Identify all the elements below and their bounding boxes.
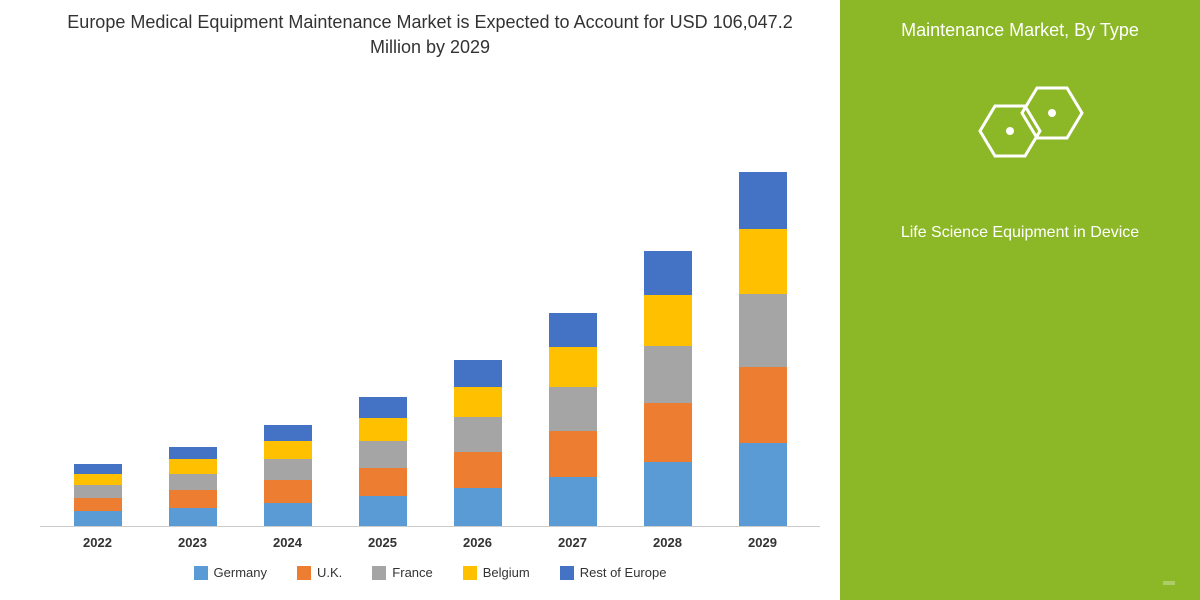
bar-group <box>258 425 318 526</box>
bar-segment <box>644 462 692 526</box>
legend-swatch <box>194 566 208 580</box>
legend-label: France <box>392 565 432 580</box>
legend-item: U.K. <box>297 565 342 580</box>
bar-segment <box>359 418 407 441</box>
hexagon-icon <box>950 71 1090 196</box>
legend-item: Germany <box>194 565 267 580</box>
bar-group <box>733 172 793 526</box>
bar-segment <box>739 294 787 367</box>
bar-stack <box>264 425 312 526</box>
bar-segment <box>264 503 312 526</box>
bar-segment <box>74 464 122 474</box>
bar-segment <box>644 251 692 295</box>
legend-item: France <box>372 565 432 580</box>
x-axis-label: 2029 <box>733 535 793 550</box>
legend-item: Belgium <box>463 565 530 580</box>
bar-stack <box>359 397 407 526</box>
legend-swatch <box>463 566 477 580</box>
footer-logo <box>1163 581 1175 585</box>
bar-segment <box>264 480 312 502</box>
x-axis-label: 2026 <box>448 535 508 550</box>
bar-stack <box>454 360 502 526</box>
bar-segment <box>644 346 692 403</box>
bar-segment <box>549 387 597 431</box>
legend-swatch <box>297 566 311 580</box>
bar-segment <box>74 474 122 485</box>
bar-segment <box>359 441 407 468</box>
bar-group <box>163 447 223 526</box>
bar-segment <box>74 511 122 526</box>
x-axis-label: 2025 <box>353 535 413 550</box>
bar-segment <box>454 387 502 418</box>
bar-segment <box>549 477 597 526</box>
bar-group <box>543 313 603 526</box>
bar-stack <box>739 172 787 526</box>
bar-segment <box>644 295 692 346</box>
bar-segment <box>454 360 502 387</box>
legend-label: Germany <box>214 565 267 580</box>
legend-item: Rest of Europe <box>560 565 667 580</box>
chart-area <box>40 80 820 527</box>
bar-segment <box>169 508 217 527</box>
legend-swatch <box>560 566 574 580</box>
bar-stack <box>74 464 122 526</box>
bar-segment <box>359 468 407 496</box>
side-panel-title: Maintenance Market, By Type <box>901 20 1139 41</box>
bar-segment <box>644 403 692 462</box>
chart-title: Europe Medical Equipment Maintenance Mar… <box>40 10 820 60</box>
bar-segment <box>169 490 217 507</box>
bar-segment <box>739 229 787 294</box>
side-panel-subtitle: Life Science Equipment in Device <box>901 221 1139 245</box>
bar-stack <box>644 251 692 526</box>
bar-segment <box>549 313 597 348</box>
legend-swatch <box>372 566 386 580</box>
bar-segment <box>169 447 217 459</box>
side-panel: Maintenance Market, By Type Life Science… <box>840 0 1200 600</box>
bar-segment <box>74 485 122 497</box>
bar-segment <box>264 441 312 460</box>
bar-segment <box>739 443 787 526</box>
bar-segment <box>264 425 312 441</box>
x-axis-labels: 2022 2023 2024 2025 2026 2027 2028 2029 <box>40 527 820 550</box>
bar-segment <box>74 498 122 512</box>
bar-stack <box>549 313 597 526</box>
bar-group <box>448 360 508 526</box>
bar-segment <box>454 452 502 488</box>
bar-segment <box>454 417 502 452</box>
bar-stack <box>169 447 217 526</box>
legend-label: Belgium <box>483 565 530 580</box>
bar-segment <box>359 496 407 526</box>
x-axis-label: 2024 <box>258 535 318 550</box>
bar-segment <box>739 172 787 229</box>
bar-segment <box>264 459 312 480</box>
bar-group <box>353 397 413 526</box>
x-axis-label: 2027 <box>543 535 603 550</box>
x-axis-label: 2022 <box>68 535 128 550</box>
x-axis-label: 2028 <box>638 535 698 550</box>
bar-segment <box>359 397 407 418</box>
legend-label: Rest of Europe <box>580 565 667 580</box>
bar-segment <box>454 488 502 526</box>
bar-group <box>68 464 128 526</box>
bar-group <box>638 251 698 526</box>
bar-segment <box>549 431 597 477</box>
bar-segment <box>739 367 787 443</box>
chart-panel: Europe Medical Equipment Maintenance Mar… <box>0 0 840 600</box>
chart-legend: Germany U.K. France Belgium Rest of Europe <box>40 565 820 580</box>
bar-segment <box>549 347 597 386</box>
legend-label: U.K. <box>317 565 342 580</box>
x-axis-label: 2023 <box>163 535 223 550</box>
bar-segment <box>169 459 217 474</box>
bar-segment <box>169 474 217 490</box>
